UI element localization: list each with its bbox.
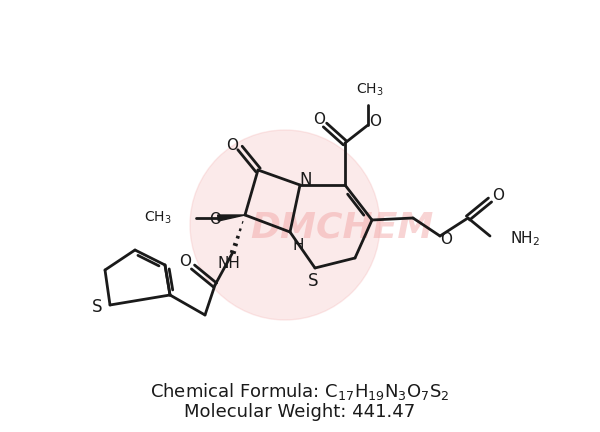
Text: O: O bbox=[440, 232, 452, 248]
Text: O: O bbox=[492, 188, 504, 203]
Text: S: S bbox=[91, 298, 102, 316]
Circle shape bbox=[190, 130, 380, 320]
Text: O: O bbox=[226, 137, 238, 152]
Text: CH$_3$: CH$_3$ bbox=[356, 82, 384, 98]
Text: O: O bbox=[179, 254, 191, 270]
Text: H: H bbox=[292, 238, 304, 252]
Text: DMCHEM: DMCHEM bbox=[250, 211, 433, 245]
Text: S: S bbox=[308, 272, 318, 290]
Text: Molecular Weight: 441.47: Molecular Weight: 441.47 bbox=[184, 403, 416, 421]
Text: O: O bbox=[313, 112, 325, 127]
Text: Chemical Formula: $\mathregular{C_{17}H_{19}N_3O_7S_2}$: Chemical Formula: $\mathregular{C_{17}H_… bbox=[150, 381, 450, 403]
Text: N: N bbox=[300, 171, 312, 189]
Text: CH$_3$: CH$_3$ bbox=[145, 210, 172, 226]
Text: NH: NH bbox=[218, 257, 241, 271]
Text: NH$_2$: NH$_2$ bbox=[510, 230, 540, 248]
Text: O: O bbox=[369, 114, 381, 128]
Polygon shape bbox=[218, 215, 245, 221]
Text: O: O bbox=[209, 213, 221, 228]
